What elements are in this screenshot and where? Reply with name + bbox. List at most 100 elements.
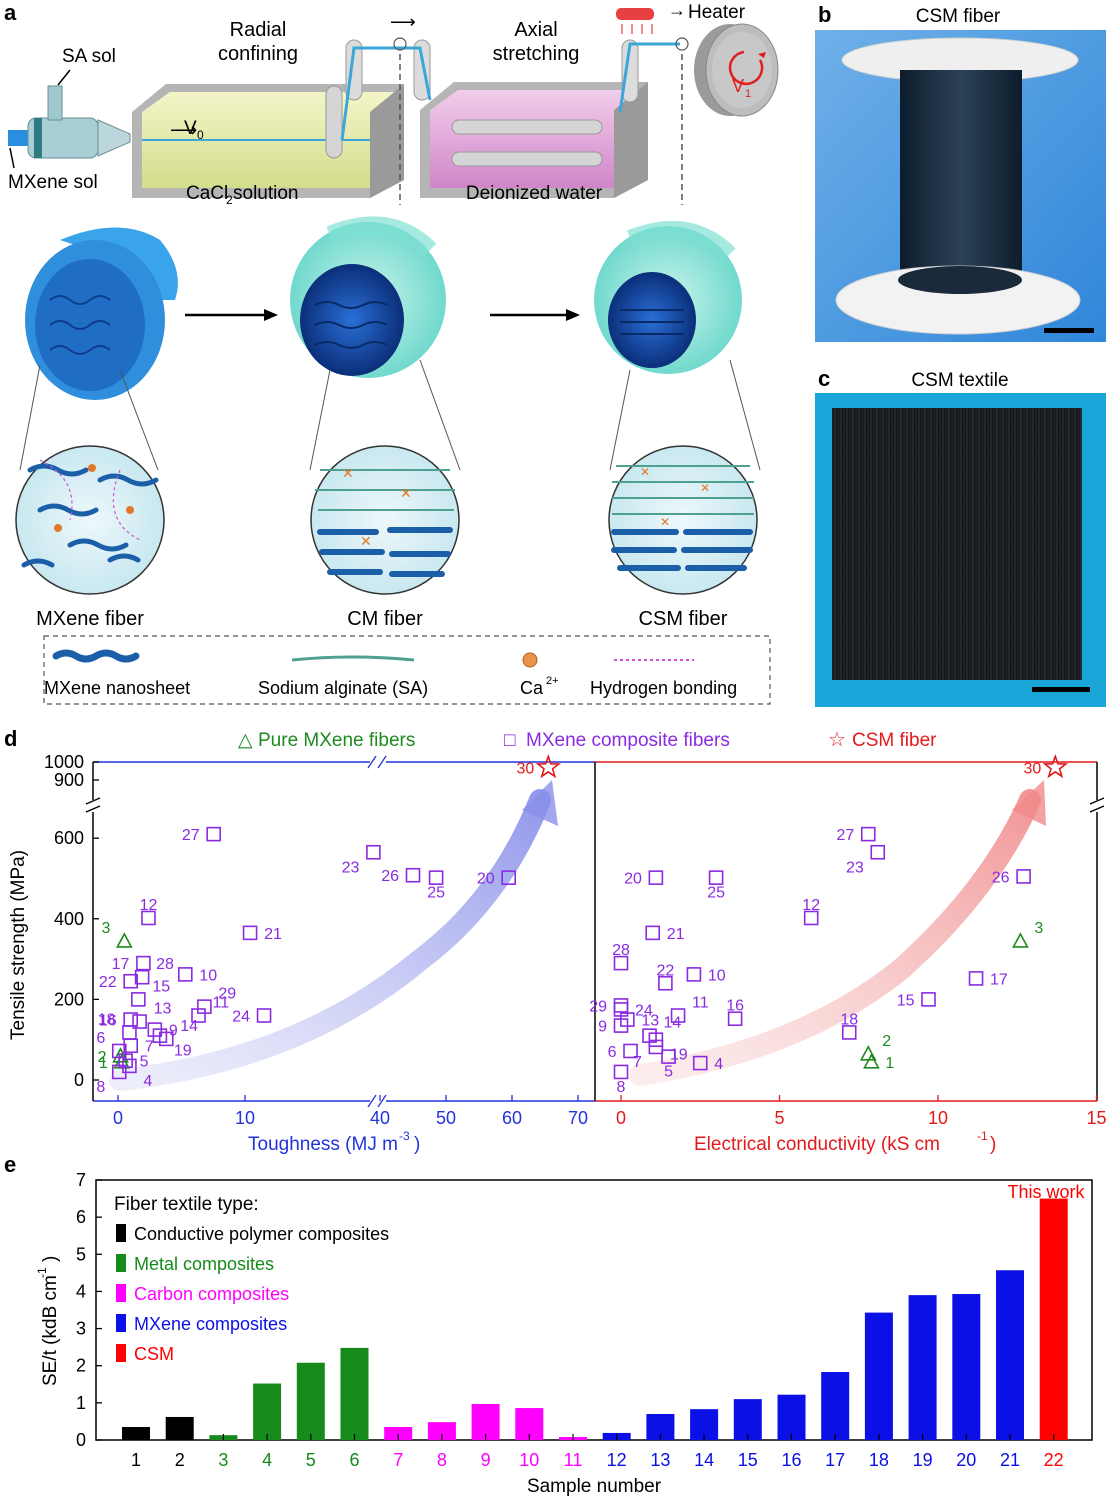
e-legend-swatch-csm bbox=[116, 1344, 126, 1362]
e-xtick-label-22: 22 bbox=[1044, 1450, 1064, 1470]
v1-label: V bbox=[732, 76, 744, 96]
fiber-label-cm: CM fiber bbox=[347, 608, 423, 630]
d-right-point-label-9: 9 bbox=[598, 1019, 607, 1036]
d-left-point-label-8: 8 bbox=[96, 1079, 105, 1096]
d-left-point-label-11: 11 bbox=[213, 995, 230, 1012]
d-left-xtick-label: 10 bbox=[235, 1108, 255, 1128]
d-right-point-label-4: 4 bbox=[714, 1056, 723, 1073]
d-left-xlabel-sup: -3 bbox=[399, 1129, 410, 1143]
heater-arrow: → bbox=[668, 0, 686, 20]
e-bar-9 bbox=[471, 1403, 500, 1440]
panel-d-letter: d bbox=[4, 726, 17, 751]
e-xtick-label-1: 1 bbox=[131, 1450, 141, 1470]
d-right-marker-csm-30 bbox=[1042, 754, 1069, 779]
cacl2-bath bbox=[132, 84, 404, 198]
d-right-marker-pure-2 bbox=[859, 1045, 877, 1061]
radial-confining-label-1: Radial bbox=[230, 19, 287, 41]
mxene-sol-label: MXene sol bbox=[8, 172, 98, 193]
d-right-marker-composite-29 bbox=[613, 998, 629, 1013]
zoom-circle-cm: ✕ ✕ ✕ bbox=[309, 359, 461, 595]
d-left-xtick-label: 70 bbox=[568, 1108, 588, 1128]
e-xtick-label-7: 7 bbox=[393, 1450, 403, 1470]
e-legend-title: Fiber textile type: bbox=[114, 1194, 259, 1215]
d-left-marker-composite-26 bbox=[405, 867, 421, 883]
d-right-marker-composite-15 bbox=[921, 992, 936, 1007]
d-right-marker-composite-18 bbox=[841, 1025, 857, 1040]
d-left-point-label-18: 18 bbox=[98, 1011, 116, 1028]
e-xtick-label-2: 2 bbox=[175, 1450, 185, 1470]
d-left-point-label-16: 16 bbox=[99, 1013, 117, 1030]
v0-label: V bbox=[184, 118, 197, 139]
d-left-marker-composite-18 bbox=[122, 1025, 137, 1040]
divider-marker-1 bbox=[393, 37, 407, 51]
d-ytick-label: 600 bbox=[54, 828, 84, 848]
e-bar-18 bbox=[864, 1312, 893, 1440]
d-left-marker-composite-17 bbox=[136, 955, 151, 971]
d-right-marker-composite-16 bbox=[727, 1011, 743, 1027]
e-bar-5 bbox=[296, 1362, 325, 1440]
heater-assembly bbox=[616, 8, 680, 113]
d-left-xtick-label: 40 bbox=[370, 1108, 390, 1128]
e-ylabel: SE/t (kdB cm bbox=[40, 1275, 61, 1386]
water-bath bbox=[420, 82, 648, 198]
panel-c-title: CSM textile bbox=[911, 370, 1008, 391]
d-right-marker-composite-26 bbox=[1016, 869, 1031, 884]
e-ylabel-sup: -1 bbox=[35, 1267, 49, 1278]
d-right-xlabel-sup: -1 bbox=[977, 1129, 988, 1143]
d-right-marker-composite-12 bbox=[803, 910, 819, 926]
e-bar-1 bbox=[122, 1427, 150, 1440]
heater-label: Heater bbox=[688, 2, 746, 23]
bath1-tail: solution bbox=[233, 183, 299, 204]
d-right-point-label-19: 19 bbox=[670, 1047, 688, 1064]
d-right-point-label-30: 30 bbox=[1023, 760, 1041, 777]
d-right-point-label-11: 11 bbox=[692, 995, 709, 1012]
e-xtick-label-14: 14 bbox=[694, 1450, 714, 1470]
d-right-point-label-28: 28 bbox=[612, 942, 630, 959]
d-right-point-label-21: 21 bbox=[667, 926, 685, 943]
csm-textile-photo bbox=[815, 393, 1106, 707]
panel-c-scalebar bbox=[1032, 687, 1090, 692]
d-left-marker-pure-3 bbox=[116, 932, 133, 948]
d-right-marker-composite-27 bbox=[860, 826, 876, 842]
d-left-marker-composite-29 bbox=[197, 999, 212, 1014]
d-ytick-label: 200 bbox=[54, 989, 84, 1009]
d-left-marker-composite-8 bbox=[111, 1064, 127, 1080]
e-bar-21 bbox=[996, 1270, 1024, 1440]
d-right-xtick-label: 10 bbox=[928, 1108, 948, 1128]
d-right-marker-composite-4 bbox=[692, 1055, 708, 1071]
d-right-point-label-1: 1 bbox=[885, 1055, 894, 1072]
d-right-marker-composite-17 bbox=[968, 971, 984, 986]
sa-swatch bbox=[291, 655, 415, 662]
d-left-point-label-26: 26 bbox=[381, 868, 399, 885]
d-right-point-label-13: 13 bbox=[641, 1013, 659, 1030]
e-xtick-label-20: 20 bbox=[956, 1450, 976, 1470]
e-xtick-label-18: 18 bbox=[869, 1450, 889, 1470]
d-left-point-label-7: 7 bbox=[145, 1039, 154, 1056]
legend-ca: Ca bbox=[520, 678, 544, 698]
d-right-point-label-8: 8 bbox=[617, 1079, 626, 1096]
e-xtick-label-17: 17 bbox=[825, 1450, 845, 1470]
d-left-point-label-25: 25 bbox=[427, 885, 445, 902]
d-right-marker-composite-6 bbox=[623, 1043, 638, 1059]
d-legend-pure-symbol: △ bbox=[238, 730, 253, 751]
e-xtick-label-13: 13 bbox=[650, 1450, 670, 1470]
d-right-point-label-22: 22 bbox=[656, 962, 674, 979]
e-legend-label-polymer: Conductive polymer composites bbox=[134, 1224, 389, 1244]
d-left-point-label-15: 15 bbox=[152, 978, 170, 995]
d-left-point-label-14: 14 bbox=[180, 1018, 198, 1035]
svg-text:✕: ✕ bbox=[400, 486, 412, 502]
radial-confining-label-2: confining bbox=[218, 43, 298, 65]
v0-arrow: ⟶ bbox=[170, 120, 197, 141]
stretch-rollers bbox=[340, 39, 432, 141]
zoom-circle-mxene bbox=[15, 364, 165, 595]
e-bar-2 bbox=[165, 1416, 194, 1440]
d-left-point-label-10: 10 bbox=[199, 967, 217, 984]
v1-subscript: 1 bbox=[745, 88, 751, 100]
d-right-marker-composite-11 bbox=[670, 1008, 686, 1023]
d-left-point-label-6: 6 bbox=[96, 1030, 105, 1047]
d-right-point-label-17: 17 bbox=[990, 971, 1008, 988]
svg-text:✕: ✕ bbox=[700, 481, 710, 495]
d-ytick-label: 1000 bbox=[44, 752, 84, 772]
